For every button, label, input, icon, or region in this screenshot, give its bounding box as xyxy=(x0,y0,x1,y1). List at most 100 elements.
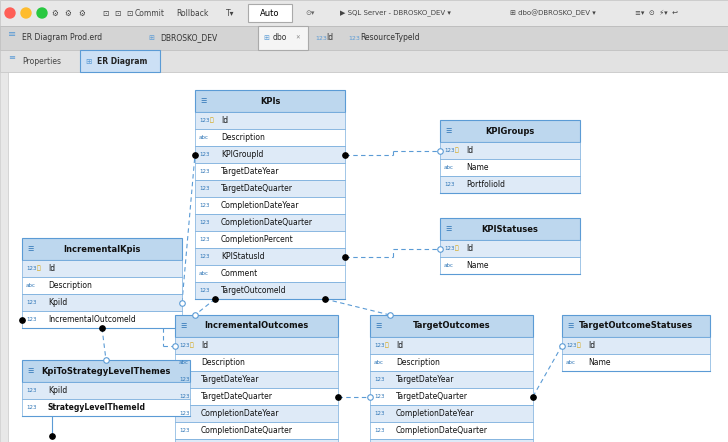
Text: Auto: Auto xyxy=(260,8,280,18)
Text: abc: abc xyxy=(374,360,384,365)
Text: ≡▾  ⊙  ⚡▾  ↩: ≡▾ ⊙ ⚡▾ ↩ xyxy=(635,10,678,16)
Text: 123: 123 xyxy=(199,152,210,157)
Text: Id: Id xyxy=(466,244,473,253)
Text: Description: Description xyxy=(396,358,440,367)
Text: DBROSKO_DEV: DBROSKO_DEV xyxy=(160,34,217,42)
FancyBboxPatch shape xyxy=(22,399,190,416)
Text: 🔑: 🔑 xyxy=(577,343,581,348)
Text: 123: 123 xyxy=(374,377,384,382)
Text: Name: Name xyxy=(588,358,611,367)
FancyBboxPatch shape xyxy=(195,282,345,299)
Text: TargetDateQuarter: TargetDateQuarter xyxy=(201,392,273,401)
Text: KpiId: KpiId xyxy=(48,386,67,395)
Text: 123: 123 xyxy=(374,394,384,399)
Text: 123: 123 xyxy=(444,246,454,251)
FancyBboxPatch shape xyxy=(195,231,345,248)
Text: 🔑: 🔑 xyxy=(210,118,214,123)
FancyBboxPatch shape xyxy=(370,388,533,405)
Text: Description: Description xyxy=(48,281,92,290)
FancyBboxPatch shape xyxy=(22,311,182,328)
Text: CompletionPercent: CompletionPercent xyxy=(221,235,294,244)
Text: 123: 123 xyxy=(199,186,210,191)
Text: ⊞: ⊞ xyxy=(148,35,154,41)
Text: ER Diagram Prod.erd: ER Diagram Prod.erd xyxy=(22,34,102,42)
Text: Name: Name xyxy=(466,163,488,172)
Text: ☰: ☰ xyxy=(445,226,451,232)
Text: 123: 123 xyxy=(348,35,360,41)
FancyBboxPatch shape xyxy=(175,439,338,442)
Text: 123: 123 xyxy=(199,220,210,225)
Text: Id: Id xyxy=(588,341,595,350)
Text: 123: 123 xyxy=(26,405,36,410)
FancyBboxPatch shape xyxy=(0,72,728,442)
FancyBboxPatch shape xyxy=(195,180,345,197)
Text: KPIStatusId: KPIStatusId xyxy=(221,252,264,261)
Text: Id: Id xyxy=(466,146,473,155)
Text: IncrementalKpis: IncrementalKpis xyxy=(63,244,141,254)
Text: 123: 123 xyxy=(179,394,189,399)
FancyBboxPatch shape xyxy=(195,90,345,112)
FancyBboxPatch shape xyxy=(0,72,8,442)
FancyBboxPatch shape xyxy=(22,260,182,277)
FancyBboxPatch shape xyxy=(195,248,345,265)
Text: TargetDateYear: TargetDateYear xyxy=(396,375,454,384)
Text: ☰: ☰ xyxy=(200,98,206,104)
Text: Commit: Commit xyxy=(135,8,165,18)
FancyBboxPatch shape xyxy=(175,422,338,439)
Text: Id: Id xyxy=(326,34,333,42)
FancyBboxPatch shape xyxy=(22,277,182,294)
FancyBboxPatch shape xyxy=(370,315,533,337)
Text: KPIStatuses: KPIStatuses xyxy=(481,225,539,233)
Text: 123: 123 xyxy=(199,169,210,174)
FancyBboxPatch shape xyxy=(195,265,345,282)
Text: TargetDateYear: TargetDateYear xyxy=(201,375,259,384)
Text: 123: 123 xyxy=(566,343,577,348)
Text: Id: Id xyxy=(396,341,403,350)
Text: KPIs: KPIs xyxy=(260,96,280,106)
Text: ⚙: ⚙ xyxy=(79,8,85,18)
Text: Id: Id xyxy=(221,116,228,125)
Text: 123: 123 xyxy=(26,317,36,322)
Text: 123: 123 xyxy=(374,428,384,433)
Text: 🔑: 🔑 xyxy=(455,148,459,153)
Text: abc: abc xyxy=(444,263,454,268)
FancyBboxPatch shape xyxy=(562,354,710,371)
FancyBboxPatch shape xyxy=(195,163,345,180)
Text: ⊞: ⊞ xyxy=(263,35,269,41)
Text: ▶ SQL Server - DBROSKO_DEV ▾: ▶ SQL Server - DBROSKO_DEV ▾ xyxy=(340,10,451,16)
Text: ⚙: ⚙ xyxy=(65,8,71,18)
Text: Name: Name xyxy=(466,261,488,270)
Text: Comment: Comment xyxy=(221,269,258,278)
Text: Description: Description xyxy=(201,358,245,367)
Text: 123: 123 xyxy=(179,411,189,416)
Text: IncrementalOutcomeId: IncrementalOutcomeId xyxy=(48,315,135,324)
Text: CompletionDateYear: CompletionDateYear xyxy=(221,201,299,210)
Text: KPIGroupId: KPIGroupId xyxy=(221,150,264,159)
Text: Id: Id xyxy=(48,264,55,273)
Text: TargetOutcomes: TargetOutcomes xyxy=(413,321,491,331)
FancyBboxPatch shape xyxy=(562,315,710,337)
Text: ER Diagram: ER Diagram xyxy=(97,57,147,65)
FancyBboxPatch shape xyxy=(195,214,345,231)
Text: ⊙▾: ⊙▾ xyxy=(305,10,314,16)
FancyBboxPatch shape xyxy=(22,294,182,311)
Text: IncrementalOutcomes: IncrementalOutcomes xyxy=(205,321,309,331)
FancyBboxPatch shape xyxy=(175,388,338,405)
FancyBboxPatch shape xyxy=(370,354,533,371)
FancyBboxPatch shape xyxy=(258,26,308,50)
Text: ☰: ☰ xyxy=(27,368,33,374)
Text: CompletionDateQuarter: CompletionDateQuarter xyxy=(221,218,313,227)
Text: ☰: ☰ xyxy=(180,323,186,329)
FancyBboxPatch shape xyxy=(80,50,160,72)
FancyBboxPatch shape xyxy=(440,120,580,142)
FancyBboxPatch shape xyxy=(0,50,728,72)
Text: 123: 123 xyxy=(374,343,384,348)
FancyBboxPatch shape xyxy=(440,159,580,176)
Text: KpiId: KpiId xyxy=(48,298,67,307)
Text: 123: 123 xyxy=(199,237,210,242)
Text: abc: abc xyxy=(199,271,209,276)
Text: ⊞: ⊞ xyxy=(85,57,92,65)
FancyBboxPatch shape xyxy=(175,315,338,337)
FancyBboxPatch shape xyxy=(0,26,728,50)
FancyBboxPatch shape xyxy=(370,405,533,422)
